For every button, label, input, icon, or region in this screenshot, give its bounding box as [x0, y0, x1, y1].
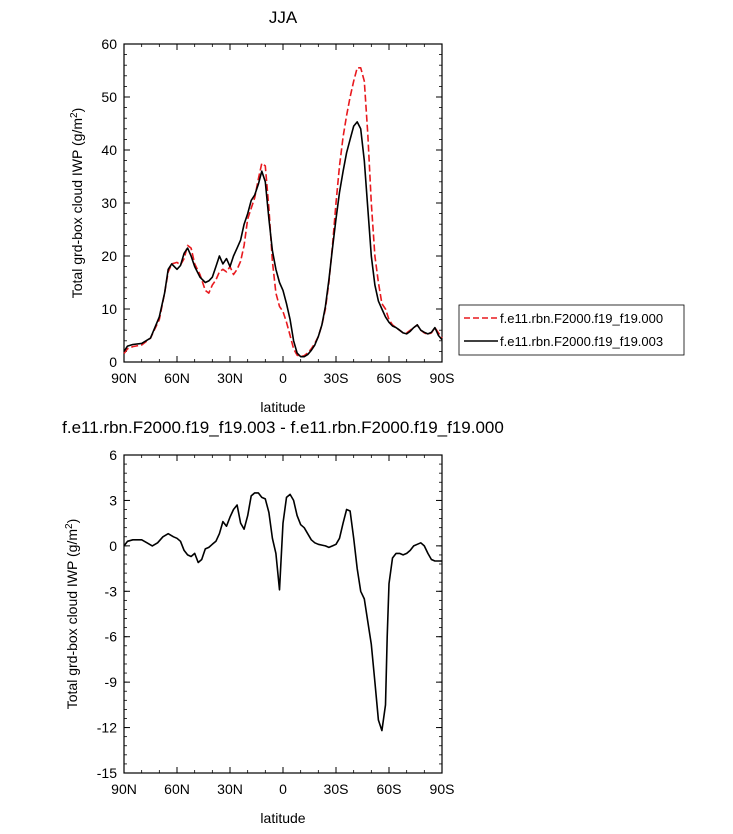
top-y-tick-labels: 0 10 20 30 40 50 60 — [101, 36, 117, 370]
bottom-y-tick-label: -3 — [105, 583, 118, 599]
bottom-x-tick-label: 0 — [279, 781, 287, 797]
top-y-tick-label: 30 — [101, 195, 117, 211]
bottom-y-tick-labels: 6 3 0 -3 -6 -9 -12 -15 — [97, 447, 117, 781]
legend-box — [458, 304, 685, 356]
top-series-group — [123, 67, 443, 358]
top-y-axis-title-end: ) — [69, 108, 85, 113]
bottom-x-tick-label: 30S — [324, 781, 349, 797]
legend-label-series-1: f.e11.rbn.F2000.f19_f19.003 — [500, 334, 663, 349]
top-x-tick-label: 90S — [430, 370, 455, 386]
top-ticks — [123, 43, 443, 363]
bottom-plot-frame — [123, 454, 443, 774]
top-plot-frame — [123, 43, 443, 363]
top-x-tick-label: 60S — [377, 370, 402, 386]
bottom-y-tick-label: -12 — [97, 720, 117, 736]
top-x-tick-label: 60N — [164, 370, 190, 386]
bottom-ticks — [123, 454, 443, 774]
bottom-y-tick-label: -9 — [105, 674, 118, 690]
top-x-tick-label: 0 — [279, 370, 287, 386]
bottom-x-axis-title: latitude — [260, 810, 305, 826]
top-y-tick-label: 20 — [101, 248, 117, 264]
bottom-y-tick-label: -15 — [97, 765, 117, 781]
bottom-y-tick-label: -6 — [105, 629, 118, 645]
top-y-axis-title-main: Total grd-box cloud IWP (g/m — [69, 118, 85, 298]
top-y-tick-label: 0 — [109, 354, 117, 370]
bottom-y-axis-title: Total grd-box cloud IWP (g/m2) — [64, 519, 80, 710]
top-series-line-0 — [123, 67, 443, 358]
bottom-y-tick-label: 6 — [109, 447, 117, 463]
top-y-axis-title-sup: 2 — [69, 112, 80, 118]
top-y-tick-label: 40 — [101, 142, 117, 158]
top-x-tick-label: 90N — [111, 370, 137, 386]
top-x-axis-title: latitude — [260, 399, 305, 415]
bottom-series-line-0 — [123, 492, 442, 732]
bottom-x-tick-label: 60S — [377, 781, 402, 797]
top-x-tick-label: 30S — [324, 370, 349, 386]
top-x-tick-labels: 90N 60N 30N 0 30S 60S 90S — [111, 370, 454, 386]
top-y-tick-label: 50 — [101, 89, 117, 105]
bottom-panel: f.e11.rbn.F2000.f19_f19.003 - f.e11.rbn.… — [62, 418, 504, 826]
bottom-x-tick-label: 30N — [217, 781, 243, 797]
bottom-x-tick-label: 90N — [111, 781, 137, 797]
bottom-y-tick-label: 0 — [109, 538, 117, 554]
top-chart-title: JJA — [269, 8, 298, 27]
top-y-tick-label: 60 — [101, 36, 117, 52]
top-y-tick-label: 10 — [101, 301, 117, 317]
top-y-axis-title: Total grd-box cloud IWP (g/m2) — [69, 108, 85, 299]
bottom-chart-title: f.e11.rbn.F2000.f19_f19.003 - f.e11.rbn.… — [62, 418, 504, 437]
bottom-x-tick-label: 90S — [430, 781, 455, 797]
bottom-y-axis-title-sup: 2 — [64, 523, 75, 529]
bottom-x-tick-label: 60N — [164, 781, 190, 797]
top-x-tick-label: 30N — [217, 370, 243, 386]
top-panel: JJA 90N 60N 30N 0 30S 60S 90S 0 10 20 30 40 50 60 la… — [69, 8, 685, 415]
legend-label-series-0: f.e11.rbn.F2000.f19_f19.000 — [500, 311, 663, 326]
bottom-y-axis-title-main: Total grd-box cloud IWP (g/m — [64, 529, 80, 709]
top-series-line-1 — [123, 121, 443, 358]
bottom-y-axis-title-end: ) — [64, 519, 80, 524]
bottom-x-tick-labels: 90N 60N 30N 0 30S 60S 90S — [111, 781, 454, 797]
bottom-y-tick-label: 3 — [109, 492, 117, 508]
bottom-series-group — [123, 492, 442, 732]
legend: f.e11.rbn.F2000.f19_f19.000 f.e11.rbn.F2… — [458, 304, 685, 356]
